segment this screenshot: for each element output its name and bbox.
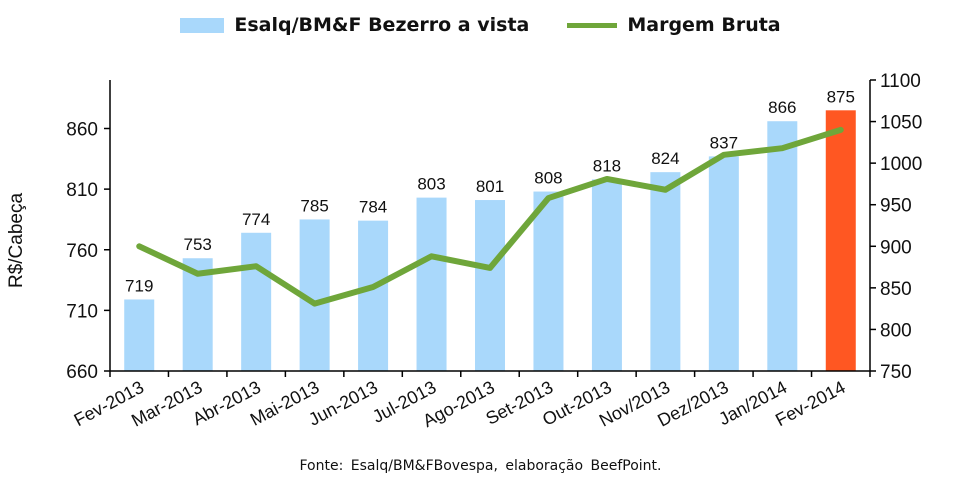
y-tick-label-right: 800 — [880, 320, 912, 341]
bar — [825, 110, 856, 371]
bar — [650, 172, 681, 371]
legend-line-swatch — [567, 22, 618, 28]
y-tick-label-right: 1000 — [880, 154, 922, 175]
y-tick-label-right: 850 — [880, 279, 912, 300]
legend-bar-label: Esalq/BM&F Bezerro a vista — [234, 14, 530, 36]
y-tick-label-right: 1100 — [880, 71, 921, 92]
bar-value-label: 866 — [768, 98, 796, 117]
y-tick-label-left: 810 — [66, 180, 98, 201]
y-tick-label-right: 950 — [880, 196, 912, 217]
line-series-margem-bruta — [136, 126, 844, 307]
bar — [124, 299, 155, 371]
bar — [475, 200, 505, 371]
y-tick-label-right: 750 — [880, 362, 912, 383]
bar-value-label: 719 — [125, 276, 153, 295]
bar-value-label: 774 — [242, 210, 270, 229]
bar-value-label: 808 — [534, 169, 562, 188]
y-tick-label-left: 660 — [66, 362, 98, 383]
bar-value-label: 803 — [417, 175, 445, 194]
source-note: Fonte: Esalq/BM&FBovespa, elaboração Bee… — [299, 458, 662, 474]
legend-line-label: Margem Bruta — [627, 14, 781, 36]
legend-bar-swatch — [180, 17, 225, 33]
bar — [591, 179, 622, 371]
bar-value-label: 875 — [827, 87, 855, 106]
bar — [708, 156, 739, 371]
bar — [241, 232, 272, 371]
legend: Esalq/BM&F Bezerro a vista Margem Bruta — [0, 14, 961, 36]
bar-value-label: 837 — [710, 133, 738, 152]
bar — [533, 191, 564, 371]
y-tick-label-right: 1050 — [880, 113, 922, 134]
bar — [767, 121, 798, 371]
bar-value-label: 753 — [184, 235, 212, 254]
bar-value-label: 784 — [359, 198, 387, 217]
bar-value-label: 824 — [651, 149, 679, 168]
bar-value-label: 785 — [300, 196, 328, 215]
y-tick-label-left: 760 — [66, 241, 98, 262]
bar — [416, 197, 447, 371]
legend-item-bar: Esalq/BM&F Bezerro a vista — [180, 14, 529, 36]
y-tick-label-right: 900 — [880, 237, 912, 258]
bar-value-label: 801 — [476, 177, 504, 196]
bar — [182, 258, 213, 371]
bar-value-label: 818 — [593, 156, 621, 175]
bar — [358, 220, 389, 371]
y-axis-title: R$/Cabeça — [6, 193, 27, 288]
y-tick-label-left: 860 — [66, 120, 98, 141]
y-tick-label-left: 710 — [66, 301, 98, 322]
legend-item-line: Margem Bruta — [567, 14, 781, 36]
